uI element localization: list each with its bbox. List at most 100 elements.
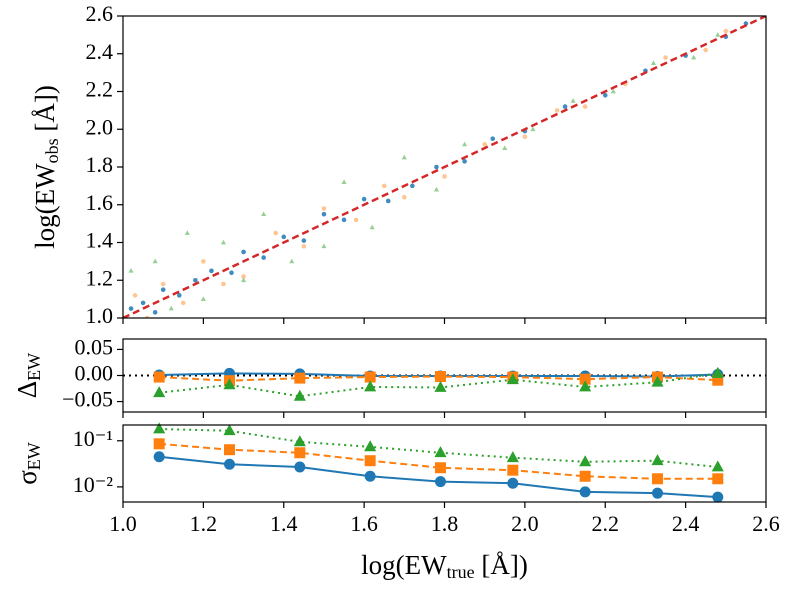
marker [223,378,236,390]
marker [229,270,234,276]
marker [506,373,519,385]
marker [289,258,295,264]
x-tick-label: 2.2 [592,511,620,536]
marker [712,374,724,386]
marker [281,234,287,240]
y-tick-label: 10⁻¹ [73,426,113,451]
y-tick-label: 1.8 [86,152,114,177]
marker [711,366,724,378]
y-tick-label: 0.05 [75,334,114,359]
marker [433,186,439,192]
marker [723,28,729,34]
x-tick-label: 2.4 [672,511,700,536]
marker [364,371,376,383]
marker [442,174,447,179]
axes-frame [122,338,767,413]
marker [160,281,166,287]
x-tick-label: 1.0 [109,511,137,536]
marker [663,55,668,60]
marker [507,477,519,489]
marker [530,126,536,132]
y-tick-label: 2.0 [86,114,114,139]
series-line [159,428,718,468]
marker [434,476,446,488]
marker [602,92,608,98]
marker [554,108,560,113]
marker [507,464,519,476]
marker [140,300,146,306]
series-line [159,442,718,480]
marker [361,196,367,202]
marker [364,440,377,452]
marker [364,455,376,467]
marker [490,136,496,141]
marker [223,424,236,436]
marker [434,164,439,170]
marker [221,281,226,287]
x-tick-label: 1.6 [350,511,378,536]
x-tick-label: 1.2 [190,511,218,536]
marker [691,54,697,60]
marker [579,373,591,385]
x-axis-label-part: [Å]) [475,550,528,580]
y-axis-label-part: Δ [12,381,42,398]
marker [321,243,327,249]
y-axis-label-part: obs [42,138,62,163]
marker [434,462,446,474]
marker [261,211,267,217]
x-tick-label: 2.0 [511,511,539,536]
y-tick-label: 10⁻² [73,472,114,497]
marker [651,473,663,485]
marker [293,435,306,447]
y-axis-label-part: σ [12,470,42,485]
y-axis-label-part: log(EW [30,163,60,249]
marker [462,141,468,147]
marker [434,446,447,458]
y-tick-label: 1.4 [86,228,114,253]
marker [201,259,206,264]
y-axis-label: log(EWobs [Å]) [30,85,62,249]
marker [152,258,158,264]
marker [651,487,663,499]
marker [579,380,592,392]
marker [132,293,138,298]
marker [294,461,306,473]
marker [241,277,247,283]
y-tick-label: 2.4 [86,39,114,64]
marker [651,375,664,387]
marker [381,183,387,189]
x-axis-label: log(EWtrue [Å]) [361,550,528,582]
marker [651,454,664,466]
marker [410,183,415,189]
marker [261,255,266,260]
x-axis-label-part: log(EW [361,550,447,580]
marker [401,154,407,160]
axes-frame [122,15,767,319]
marker [128,268,134,273]
marker [294,372,306,384]
marker [321,206,327,211]
marker [364,380,377,392]
marker [502,145,508,150]
marker [321,211,327,217]
marker [712,473,724,485]
marker [184,230,190,235]
plot-area [123,16,766,318]
y-axis-label-part: EW [24,442,44,470]
marker [562,104,568,109]
marker [506,451,519,463]
marker [176,293,182,298]
marker [301,238,307,243]
x-tick-label: 2.6 [752,511,780,536]
marker [385,198,391,204]
axes-frame [122,424,767,503]
y-axis-label: σEW [12,442,44,485]
marker [220,239,226,245]
marker [273,230,279,236]
marker [152,310,158,315]
marker [482,142,487,147]
marker [353,217,359,223]
marker [712,491,724,503]
y-axis-label-part: EW [24,353,44,381]
